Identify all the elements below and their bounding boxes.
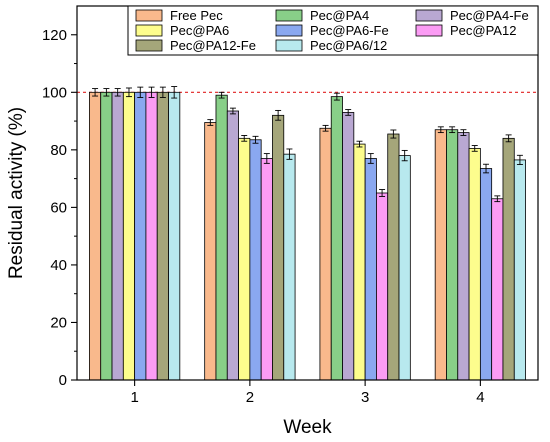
bar-4-3 [479,168,493,381]
y-tick-label-1: 20 [50,314,67,331]
bar-7-2 [398,155,411,381]
x-tick-label-3: 4 [476,389,484,406]
x-tick-label-2: 3 [361,389,369,406]
bar-2-2 [342,112,355,381]
bar-6-2 [387,133,400,381]
y-tick-label-6: 120 [42,27,67,44]
bar-5-1 [260,158,273,381]
bar-7-1 [283,153,296,381]
y-tick-label-5: 100 [42,84,67,101]
x-axis-title: Week [283,417,332,438]
legend-item-7: Pec@PA6/12 [275,38,387,53]
bar-6-0 [156,91,169,381]
legend-label-7: Pec@PA6/12 [310,38,387,53]
legend-swatch-4 [275,24,303,37]
legend-swatch-1 [275,9,303,22]
legend-item-4: Pec@PA6-Fe [275,23,389,38]
x-tick-label-1: 2 [246,389,254,406]
legend-item-2: Pec@PA4-Fe [415,8,529,23]
legend-item-5: Pec@PA12 [415,23,516,38]
legend-label-4: Pec@PA6-Fe [310,23,389,38]
ticks-group: 0 20 40 60 80 100 120 1 2 3 4 [42,27,485,406]
legend-label-3: Pec@PA6 [170,23,229,38]
bar-0-1 [204,122,217,381]
legend-label-5: Pec@PA12 [450,23,516,38]
y-tick-label-4: 80 [50,142,67,159]
legend-label-2: Pec@PA4-Fe [450,8,529,23]
y-tick-label-3: 60 [50,199,67,216]
bar-4-1 [249,139,262,381]
legend-label-6: Pec@PA12-Fe [170,38,256,53]
bar-7-0 [168,91,181,381]
legend-swatch-5 [415,24,443,37]
bar-0-3 [434,129,447,381]
bar-4-0 [134,91,147,381]
y-tick-label-0: 0 [59,372,67,389]
x-tick-label-0: 1 [130,389,138,406]
bars-group [89,86,526,381]
bar-5-2 [376,192,389,381]
bar-6-1 [272,114,285,381]
bar-2-1 [226,110,239,381]
bar-1-2 [330,96,343,381]
bar-3-0 [122,91,136,381]
bar-0-2 [319,127,332,381]
legend-item-3: Pec@PA6 [135,23,229,38]
bar-5-0 [145,91,158,381]
legend-swatch-3 [135,24,163,37]
legend-item-6: Pec@PA12-Fe [135,38,256,53]
bar-4-2 [364,158,377,381]
legend-swatch-6 [135,39,163,52]
legend-swatch-0 [135,9,163,22]
legend-label-0: Free Pec [170,8,223,23]
bar-2-3 [457,132,470,381]
legend-swatch-2 [415,9,443,22]
legend-frame [127,5,539,56]
bar-1-1 [215,94,228,381]
bar-3-2 [353,143,366,381]
y-tick-label-2: 40 [50,257,67,274]
legend-swatch-7 [275,39,303,52]
bar-1-0 [100,91,113,381]
legend-item-0: Free Pec [135,8,223,23]
y-axis-title: Residual activity (%) [6,107,27,279]
bar-1-3 [446,129,459,381]
legend: Free Pec Pec@PA4 Pec@PA4-Fe Pec@PA6 Pec@PA6-… [127,5,539,56]
legend-label-1: Pec@PA4 [310,8,369,23]
bar-0-0 [89,91,102,381]
bar-5-3 [491,198,504,381]
bar-3-3 [468,148,481,381]
bar-7-3 [513,159,526,381]
bar-2-0 [111,91,124,381]
legend-item-1: Pec@PA4 [275,8,369,23]
bar-3-1 [238,137,251,381]
bar-6-3 [502,137,515,381]
